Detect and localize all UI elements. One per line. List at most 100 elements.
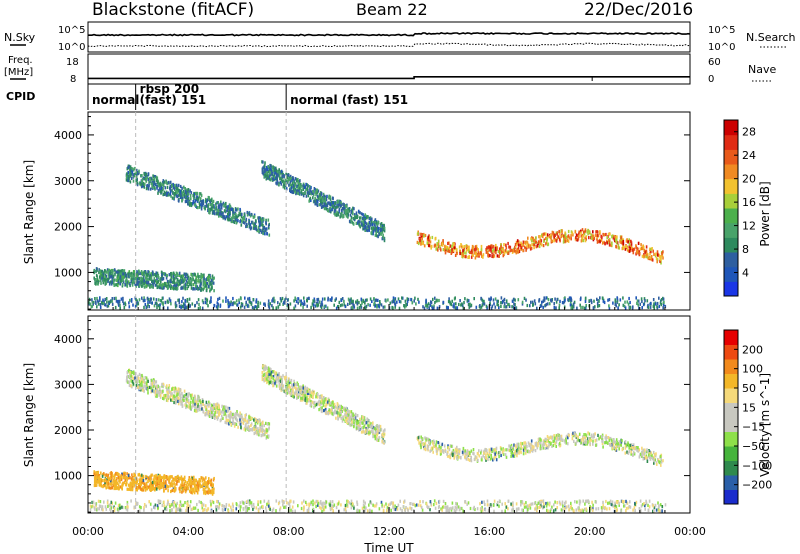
echo-cell bbox=[176, 278, 179, 282]
echo-cell bbox=[142, 280, 145, 284]
echo-cell bbox=[359, 216, 362, 220]
echo-cell bbox=[267, 304, 270, 308]
echo-cell bbox=[119, 279, 122, 283]
echo-cell bbox=[452, 248, 455, 252]
echo-cell bbox=[444, 251, 447, 255]
echo-cell bbox=[112, 281, 115, 285]
echo-cell bbox=[131, 375, 133, 379]
echo-cell bbox=[317, 303, 320, 307]
echo-cell bbox=[196, 195, 198, 199]
echo-cell bbox=[258, 229, 260, 233]
echo-cell bbox=[168, 297, 171, 301]
echo-cell bbox=[312, 191, 314, 196]
echo-cell bbox=[199, 306, 201, 310]
echo-cell bbox=[294, 304, 297, 308]
echo-cell bbox=[306, 298, 308, 303]
echo-cell bbox=[297, 301, 299, 305]
echo-cell bbox=[554, 233, 556, 237]
echo-cell bbox=[89, 302, 92, 306]
echo-cell bbox=[451, 299, 453, 303]
echo-cell bbox=[362, 425, 365, 429]
echo-cell bbox=[127, 170, 129, 175]
echo-cell bbox=[364, 301, 366, 305]
echo-cell bbox=[451, 250, 453, 254]
echo-cell bbox=[372, 220, 375, 225]
echo-cell bbox=[224, 217, 227, 221]
echo-cell bbox=[218, 209, 220, 213]
echo-cell bbox=[289, 188, 291, 193]
echo-cell bbox=[282, 384, 284, 388]
echo-cell bbox=[299, 185, 301, 189]
echo-cell bbox=[182, 189, 185, 193]
echo-cell bbox=[131, 271, 133, 275]
echo-cell bbox=[174, 277, 176, 281]
echo-cell bbox=[314, 304, 317, 308]
echo-cell bbox=[359, 417, 361, 421]
echo-cell bbox=[257, 420, 259, 424]
echo-cell bbox=[507, 251, 510, 255]
echo-cell bbox=[370, 226, 373, 230]
echo-cell bbox=[148, 385, 151, 389]
echo-cell bbox=[169, 286, 172, 290]
echo-cell bbox=[169, 283, 172, 287]
echo-cell bbox=[267, 374, 270, 379]
echo-cell bbox=[164, 300, 167, 304]
echo-cell bbox=[342, 417, 345, 421]
echo-cell bbox=[217, 204, 220, 208]
echo-cell bbox=[316, 298, 318, 302]
echo-cell bbox=[253, 215, 256, 219]
echo-cell bbox=[125, 273, 127, 277]
echo-cell bbox=[366, 298, 368, 302]
echo-cell bbox=[267, 218, 270, 222]
echo-cell bbox=[294, 177, 297, 181]
echo-cell bbox=[187, 192, 190, 196]
echo-cell bbox=[269, 302, 271, 306]
echo-cell bbox=[165, 180, 167, 185]
echo-cell bbox=[512, 306, 515, 310]
echo-cell bbox=[162, 396, 164, 400]
echo-cell bbox=[206, 286, 208, 290]
echo-cell bbox=[420, 235, 423, 239]
echo-cell bbox=[477, 251, 480, 255]
echo-cell bbox=[560, 229, 562, 233]
echo-cell bbox=[229, 417, 231, 421]
echo-cell bbox=[136, 181, 138, 185]
echo-cell bbox=[235, 212, 237, 217]
echo-cell bbox=[205, 288, 208, 292]
echo-cell bbox=[102, 301, 105, 306]
echo-cell bbox=[159, 184, 162, 188]
echo-cell bbox=[367, 224, 370, 228]
echo-cell bbox=[203, 286, 205, 290]
echo-cell bbox=[520, 245, 523, 249]
echo-cell bbox=[200, 286, 203, 290]
echo-cell bbox=[374, 431, 377, 435]
echo-cell bbox=[268, 370, 271, 374]
echo-cell bbox=[598, 299, 600, 303]
echo-cell bbox=[598, 304, 601, 308]
echo-cell bbox=[616, 299, 619, 303]
echo-cell bbox=[376, 223, 378, 227]
echo-cell bbox=[365, 298, 367, 302]
echo-cell bbox=[351, 412, 353, 416]
echo-cell bbox=[626, 246, 629, 250]
echo-cell bbox=[128, 273, 131, 277]
echo-cell bbox=[379, 227, 381, 231]
echo-cell bbox=[214, 212, 216, 216]
echo-cell bbox=[465, 255, 467, 259]
echo-cell bbox=[277, 373, 279, 377]
echo-cell bbox=[157, 273, 160, 278]
echo-cell bbox=[190, 191, 193, 195]
echo-cell bbox=[259, 221, 262, 225]
echo-cell bbox=[320, 407, 322, 411]
echo-cell bbox=[303, 302, 306, 306]
echo-cell bbox=[461, 302, 463, 306]
echo-cell bbox=[365, 421, 368, 425]
echo-cell bbox=[197, 402, 199, 406]
echo-cell bbox=[186, 273, 189, 277]
echo-cell bbox=[487, 245, 490, 249]
echo-cell bbox=[652, 249, 654, 253]
echo-cell bbox=[482, 255, 484, 259]
echo-cell bbox=[268, 372, 270, 376]
echo-cell bbox=[264, 373, 267, 377]
